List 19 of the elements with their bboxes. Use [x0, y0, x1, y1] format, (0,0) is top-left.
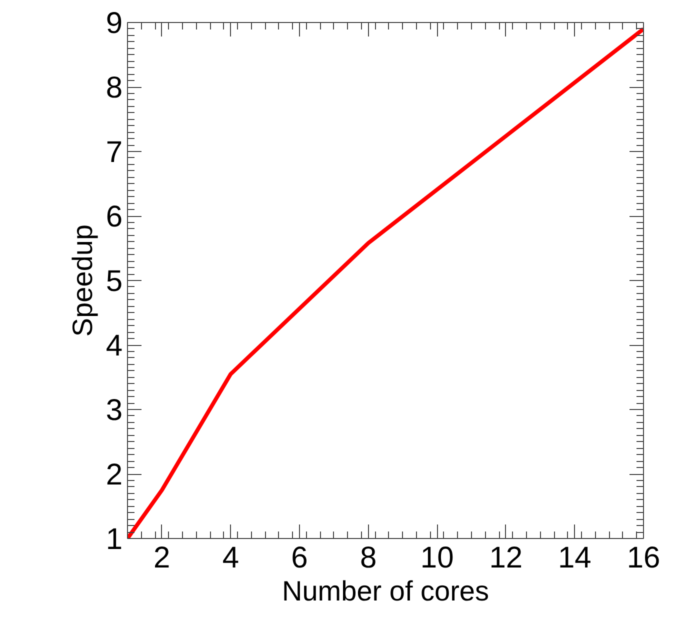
x-tick-label: 6 — [291, 542, 308, 574]
y-tick-label: 5 — [106, 265, 123, 298]
y-tick-label: 9 — [106, 7, 123, 40]
y-tick-label: 4 — [106, 330, 123, 362]
x-tick-label: 2 — [154, 542, 170, 574]
y-tick-label: 6 — [106, 200, 123, 234]
x-tick-label: 10 — [420, 542, 454, 574]
x-tick-label: 4 — [222, 542, 240, 574]
x-tick-label: 14 — [558, 542, 592, 574]
x-tick-label: 16 — [626, 542, 660, 574]
y-tick-label: 2 — [106, 458, 123, 492]
y-tick-label: 3 — [106, 394, 123, 427]
y-axis-title: Speedup — [66, 224, 98, 337]
y-tick-label: 7 — [106, 136, 123, 169]
x-tick-label: 8 — [360, 542, 377, 574]
y-tick-label: 1 — [106, 523, 123, 556]
x-tick-label: 12 — [489, 542, 523, 574]
y-tick-label: 8 — [106, 72, 123, 104]
x-axis-title: Number of cores — [282, 576, 489, 606]
